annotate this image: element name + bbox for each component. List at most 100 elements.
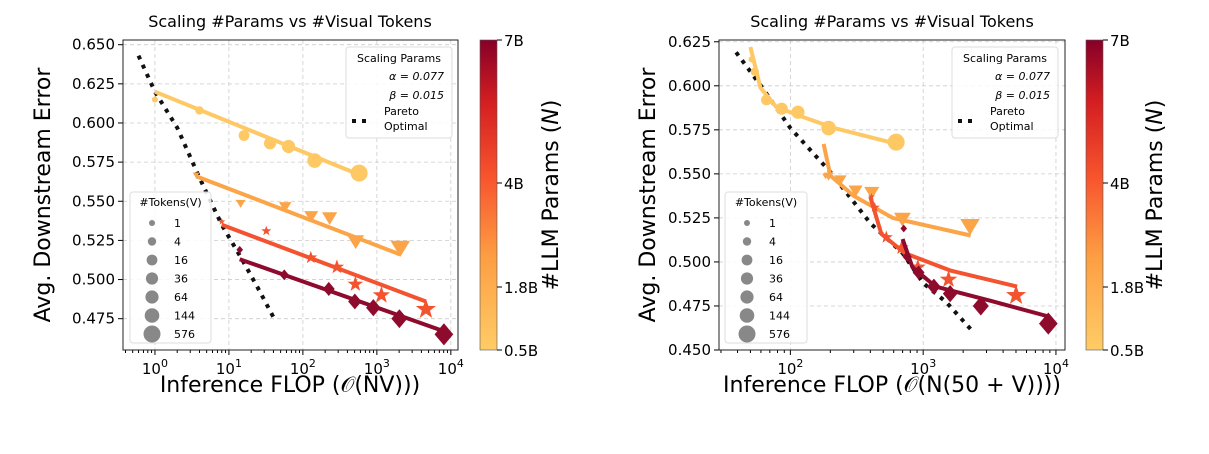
tokens-legend-label: 144 [769,310,790,323]
data-point-7B [348,293,362,310]
fit-line-4B [868,196,1018,289]
tokens-legend [129,191,212,344]
tokens-legend-marker [147,237,157,246]
data-point-4B [939,270,958,287]
tokens-legend-label: 16 [174,254,188,267]
y-tick-label: 0.475 [668,297,711,315]
y-tick-label: 0.575 [668,121,711,139]
scaling-params-legend [345,46,453,139]
tokens-legend-marker [145,290,159,304]
tokens-legend-label: 16 [769,254,783,267]
data-point-4B [329,259,345,274]
tokens-legend-marker [740,290,754,304]
x-tick-label: 104 [438,357,464,378]
tokens-legend-title: #Tokens(V) [139,196,201,209]
legend-title: Scaling Params [357,52,441,65]
colorbar-tick-label: 0.5B [1110,342,1144,360]
data-point-0.5B [750,67,760,76]
data-point-7B [322,281,335,296]
legend-alpha: α = 0.077 [995,70,1050,83]
y-tick-label: 0.650 [72,36,115,54]
data-point-0.5B [151,96,158,103]
data-point-7B [434,323,454,346]
data-point-1.8B [834,175,847,186]
chart-panel-1: 0.475 0.500 0.525 0.550 0.575 0.600 0.625 0.650… [31,12,564,398]
legend-pareto: Pareto [990,105,1025,118]
data-point-1.8B [192,172,200,179]
data-point-4B [218,217,226,225]
tokens-legend-marker [146,254,158,266]
y-tick-label: 0.525 [668,209,711,227]
data-point-1.8B [304,211,319,223]
data-point-1.8B [347,235,365,250]
data-point-7B [942,285,958,303]
tokens-legend-label: 144 [174,310,195,323]
data-point-0.5B [761,94,772,106]
data-point-4B [867,193,875,200]
plot-frame [122,39,459,351]
tokens-legend-marker [145,272,159,285]
colorbar-tick-label: 0.5B [504,342,538,360]
x-tick-label: 102 [777,357,803,378]
y-tick-label: 0.550 [668,165,711,183]
tokens-legend-label: 576 [174,328,195,341]
data-point-7B [1038,312,1058,335]
colorbar [1085,39,1104,351]
colorbar-label: #LLM Params (N) [539,100,564,291]
tokens-legend-marker [741,254,753,266]
tokens-legend-label: 64 [769,291,783,304]
colorbar-label: #LLM Params (N) [1143,100,1168,291]
chart-panel-2: 0.450 0.475 0.500 0.525 0.550 0.575 0.600 0.625… [636,12,1168,398]
y-tick-label: 0.625 [72,75,115,93]
tokens-legend-marker [738,325,756,343]
legend-pareto: Optimal [384,120,428,133]
fit-line-0.5B [154,89,360,177]
tokens-legend-label: 4 [174,236,181,249]
fit-line-1.8B [195,174,402,257]
data-point-4B [1006,284,1027,304]
legend-pareto: Pareto [384,105,419,118]
x-axis-label: Inference FLOP (𝒪(N(50 + V)))) [723,373,1061,398]
data-point-7B [912,265,925,280]
data-point-4B [304,250,318,264]
data-point-4B [372,286,391,303]
data-point-1.8B [823,172,834,181]
data-point-0.5B [307,153,322,168]
tokens-legend-marker [739,308,755,323]
x-tick-label: 101 [216,357,242,378]
fit-line-0.5B [748,46,898,146]
y-tick-label: 0.600 [72,114,115,132]
data-point-1.8B [235,199,246,208]
data-point-0.5B [350,164,368,182]
y-axis-label: Avg. Downstream Error [31,67,56,323]
y-tick-label: 0.550 [72,192,115,210]
data-point-1.8B [864,186,880,200]
plot-frame [718,39,1066,351]
chart-title: Scaling #Params vs #Visual Tokens [148,12,432,31]
tokens-legend-marker [143,325,161,343]
x-tick-label: 104 [1043,357,1069,378]
data-point-0.5B [748,56,755,63]
data-point-7B [972,296,989,316]
data-point-7B [927,278,941,295]
colorbar-tick-label: 4B [504,175,524,193]
chart-title: Scaling #Params vs #Visual Tokens [750,12,1034,31]
y-tick-label: 0.575 [72,153,115,171]
tokens-legend-label: 64 [174,291,188,304]
data-point-0.5B [195,106,204,115]
data-point-0.5B [821,120,836,136]
data-point-0.5B [887,133,905,151]
data-point-1.8B [894,212,911,227]
x-tick-label: 103 [910,357,936,378]
colorbar-tick-label: 1.8B [504,279,538,297]
tokens-legend-label: 36 [174,273,188,286]
y-tick-label: 0.475 [72,310,115,328]
tokens-legend-marker [742,237,752,246]
tokens-legend-marker [744,220,750,226]
fit-line-1.8B [821,143,972,238]
data-point-0.5B [791,105,805,119]
colorbar-tick-label: 1.8B [1110,279,1144,297]
x-tick-label: 102 [290,357,316,378]
tokens-legend-label: 1 [174,217,181,230]
